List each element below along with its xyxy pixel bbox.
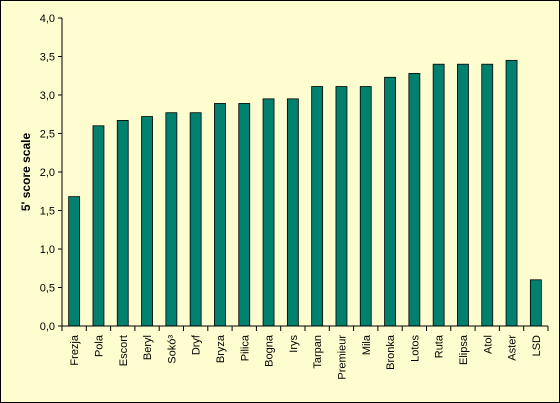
x-tick-label: Bronka [385,334,397,370]
x-tick-label: Sokó³ [166,335,178,364]
y-tick-label: 3,0 [40,90,55,102]
x-tick-label: Dryf [191,334,203,355]
bar-11 [311,86,324,327]
bar-9 [262,98,275,327]
x-tick-label: Lotos [409,335,421,362]
bar-2 [92,125,105,327]
x-tick-label: Escort [118,335,130,366]
y-tick-label: 1,5 [40,206,55,218]
x-tick-label: Elipsa [458,334,470,365]
bar-6 [189,112,202,327]
bar-19 [505,59,518,327]
bar-3 [116,120,129,327]
x-tick-label: Pola [93,334,105,357]
bar-17 [457,63,469,327]
x-tick-label: Tarpan [312,335,324,369]
bar-14 [384,76,396,327]
bar-1 [68,196,81,327]
x-tick-label: Mila [361,334,373,355]
y-tick-label: 1,0 [40,244,55,256]
y-tick-label: 4,0 [40,13,55,25]
x-tick-label: LSD [531,335,543,356]
bar-4 [141,116,153,327]
x-tick-label: Pilica [239,334,251,361]
x-tick-label: Atol [482,335,494,354]
x-tick-label: Frezja [69,334,81,365]
x-tick-label: Bryza [215,334,227,363]
y-tick-label: 2,5 [40,129,55,141]
bar-10 [286,98,299,327]
y-tick-label: 0,0 [40,321,55,333]
bar-5 [165,112,178,327]
bar-16 [432,63,445,327]
y-tick-label: 2,0 [40,167,55,179]
bar-20 [529,279,542,327]
bar-13 [359,86,372,327]
y-tick-label: 0,5 [40,283,55,295]
x-tick-label: Aster [507,335,519,361]
x-tick-label: Bogna [264,334,276,367]
bar-12 [335,86,348,327]
x-tick-label: Irys [288,335,300,353]
y-axis-title: 5' score scale [19,133,33,212]
bar-15 [408,73,421,327]
x-tick-label: Beryl [142,335,154,360]
x-tick-label: Ruta [434,334,446,358]
x-tick-label: Premieur [336,335,348,380]
bar-18 [481,63,494,327]
y-tick-label: 3,5 [40,52,55,64]
bar-7 [214,103,226,327]
bar-8 [238,103,251,327]
